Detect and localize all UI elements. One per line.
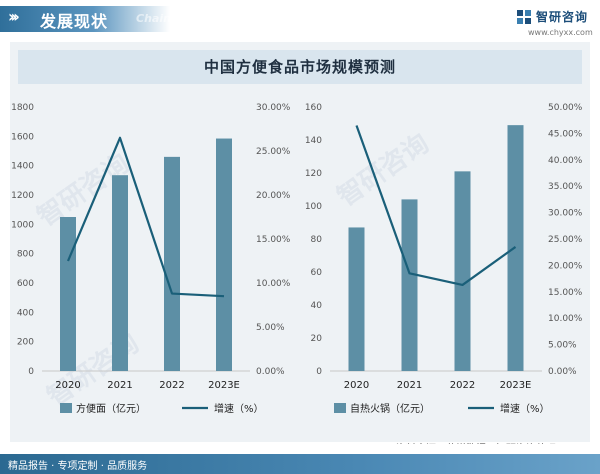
y-axis-right-tick-label: 20.00%: [256, 191, 291, 201]
x-axis-tick-label: 2020: [55, 380, 80, 391]
legend-bar-label: 自热火锅（亿元）: [350, 402, 430, 415]
y-axis-right-tick-label: 25.00%: [256, 147, 291, 157]
y-axis-left-tick-label: 40: [311, 301, 323, 311]
chart-title-box: 中国方便食品市场规模预测: [18, 50, 582, 84]
x-axis-tick-label: 2022: [450, 380, 475, 391]
y-axis-right-tick-label: 15.00%: [256, 235, 291, 245]
y-axis-right-tick-label: 20.00%: [548, 261, 583, 271]
y-axis-left-tick-label: 1600: [11, 132, 34, 142]
section-title: 发展现状: [40, 12, 109, 31]
bar: [216, 138, 232, 371]
brand-url: www.chyxx.com: [528, 28, 593, 37]
growth-rate-line: [355, 125, 517, 287]
x-axis-tick-label: 2022: [159, 380, 184, 391]
x-axis-tick-label: 2021: [107, 380, 132, 391]
y-axis-left-tick-label: 0: [316, 367, 322, 377]
y-axis-right-tick-label: 10.00%: [256, 279, 291, 289]
instant-noodles-chart: 0 200 400 600 800 1000 1200 1400 1600 1800 0.00% 5.…: [11, 103, 291, 415]
y-axis-right-tick-label: 35.00%: [548, 182, 583, 192]
y-axis-right-tick-label: 0.00%: [256, 367, 285, 377]
x-axis-tick-label: 2020: [344, 380, 369, 391]
y-axis-left-tick-label: 0: [28, 367, 34, 377]
bar: [348, 227, 365, 371]
page-header: ››› 发展现状 Chain 智研咨询 www.chyxx.com: [0, 0, 600, 40]
bar: [164, 156, 180, 371]
y-axis-right-tick-label: 10.00%: [548, 314, 583, 324]
x-axis-tick-label: 2023E: [500, 380, 532, 391]
legend-bar-label: 方便面（亿元）: [76, 402, 146, 415]
y-axis-right-tick-label: 0.00%: [548, 367, 577, 377]
header-banner: [0, 6, 170, 32]
y-axis-left-tick-label: 20: [311, 334, 323, 344]
x-axis-tick-label: 2023E: [208, 380, 240, 391]
y-axis-left-tick-label: 80: [311, 235, 323, 245]
x-axis-tick-label: 2021: [397, 380, 422, 391]
chart-title: 中国方便食品市场规模预测: [203, 58, 396, 76]
y-axis-right-tick-label: 5.00%: [548, 341, 577, 351]
y-axis-left-tick-label: 600: [17, 279, 34, 289]
footer-banner: [0, 454, 600, 474]
y-axis-left-tick-label: 1800: [11, 103, 34, 113]
y-axis-left-tick-label: 1400: [11, 162, 34, 172]
bar: [60, 217, 76, 371]
bar: [454, 171, 471, 371]
y-axis-left-tick-label: 400: [17, 308, 34, 318]
y-axis-left-tick-label: 60: [311, 268, 323, 278]
y-axis-right-tick-label: 50.00%: [548, 103, 583, 113]
chart-panel: 中国方便食品市场规模预测: [10, 42, 590, 442]
y-axis-right-tick-label: 45.00%: [548, 129, 583, 139]
legend-line-label: 增速（%）: [214, 402, 264, 415]
y-axis-left-tick-label: 1000: [11, 220, 34, 230]
y-axis-left-tick-label: 120: [305, 169, 322, 179]
section-subtitle: Chain: [136, 12, 171, 25]
chevron-right-icon: ›››: [8, 7, 20, 26]
y-axis-left-tick-label: 160: [305, 103, 322, 113]
brand-name: 智研咨询: [536, 10, 589, 24]
bar: [112, 175, 128, 371]
self-heating-hotpot-chart: 0 20 40 60 80 100 120 140 160 0.00% 5.00% 10.00% 15.…: [305, 103, 583, 415]
y-axis-right-tick-label: 15.00%: [548, 288, 583, 298]
legend-bar-swatch: [334, 403, 346, 413]
growth-rate-line: [66, 136, 225, 298]
y-axis-left-tick-label: 800: [17, 250, 34, 260]
page-footer: 精品报告 · 专项定制 · 品质服务: [0, 444, 600, 474]
y-axis-right-tick-label: 30.00%: [548, 209, 583, 219]
legend-bar-swatch: [60, 403, 72, 413]
legend-line-label: 增速（%）: [500, 402, 550, 415]
brand-logo-icon: [517, 10, 531, 24]
y-axis-right-tick-label: 5.00%: [256, 323, 285, 333]
y-axis-right-tick-label: 30.00%: [256, 103, 291, 113]
y-axis-right-tick-label: 25.00%: [548, 235, 583, 245]
y-axis-left-tick-label: 140: [305, 136, 322, 146]
footer-slogan: 精品报告 · 专项定制 · 品质服务: [8, 461, 148, 472]
y-axis-right-tick-label: 40.00%: [548, 156, 583, 166]
y-axis-left-tick-label: 100: [305, 202, 322, 212]
bar: [401, 199, 418, 371]
y-axis-left-tick-label: 200: [17, 338, 34, 348]
y-axis-left-tick-label: 1200: [11, 191, 34, 201]
